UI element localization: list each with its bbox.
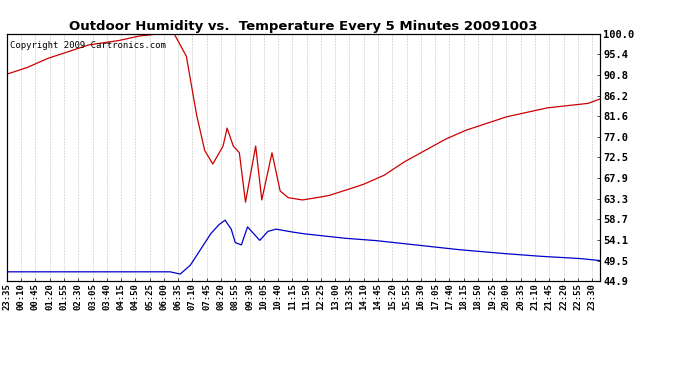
Text: Copyright 2009 Cartronics.com: Copyright 2009 Cartronics.com <box>10 41 166 50</box>
Title: Outdoor Humidity vs.  Temperature Every 5 Minutes 20091003: Outdoor Humidity vs. Temperature Every 5… <box>70 20 538 33</box>
